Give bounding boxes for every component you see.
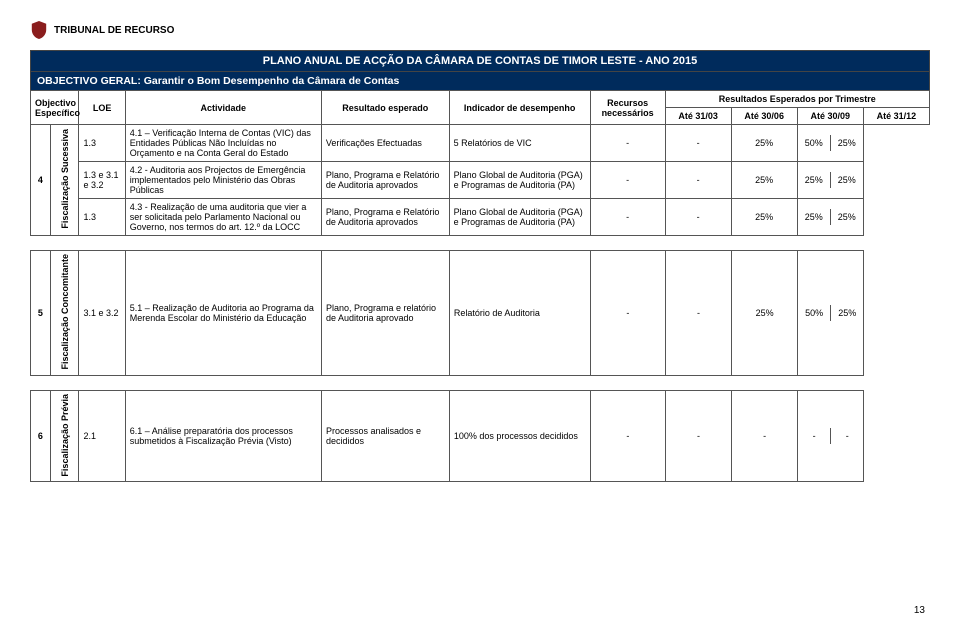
r42-q3: 25% [731, 162, 797, 199]
r6-ind: 100% dos processos decididos [449, 390, 590, 482]
mh-res: Resultado esperado [321, 91, 449, 125]
r41-act: 4.1 – Verificação Interna de Contas (VIC… [125, 125, 321, 162]
page-number: 13 [914, 605, 925, 616]
mh-q3: Até 30/09 [797, 108, 863, 125]
r6-q1: - [590, 390, 665, 482]
r5-q3: 25% [732, 251, 798, 376]
row4-vert: Fiscalização Sucessiva [50, 125, 79, 236]
r43-loe: 1.3 [79, 199, 125, 236]
r43-q3: 25% [731, 199, 797, 236]
mh-q4: Até 31/12 [863, 108, 929, 125]
r42-q4a: 25% [798, 172, 831, 188]
r6-res: Processos analisados e decididos [321, 390, 449, 482]
r41-q1: - [590, 125, 665, 162]
brand-name: TRIBUNAL DE RECURSO [54, 25, 174, 36]
r43-q4a: 25% [798, 209, 831, 225]
mh-act: Actividade [125, 91, 321, 125]
r41-q4a: 50% [798, 135, 831, 151]
logo-icon [30, 20, 48, 40]
mh-ind: Indicador de desempenho [449, 91, 590, 125]
table-row: 1.3 4.3 - Realização de uma auditoria qu… [31, 199, 930, 236]
r5-loe: 3.1 e 3.2 [79, 251, 125, 376]
group6-table: 6 Fiscalização Prévia 2.1 6.1 – Análise … [30, 390, 930, 483]
r41-ind: 5 Relatórios de VIC [449, 125, 590, 162]
r42-act: 4.2 - Auditoria aos Projectos de Emergên… [125, 162, 321, 199]
row5-num: 5 [31, 251, 51, 376]
r42-q2: - [665, 162, 731, 199]
page-header: TRIBUNAL DE RECURSO [30, 20, 930, 40]
table-row: 5 Fiscalização Concomitante 3.1 e 3.2 5.… [31, 251, 931, 376]
r43-q1: - [590, 199, 665, 236]
mh-rec: Recursos necessários [590, 91, 665, 125]
r5-q4a: 50% [798, 305, 831, 321]
r6-loe: 2.1 [79, 390, 125, 482]
r5-q2: - [665, 251, 731, 376]
r6-q4a: - [798, 428, 831, 444]
subtitle-bar: OBJECTIVO GERAL: Garantir o Bom Desempen… [30, 72, 930, 91]
r41-q2: - [665, 125, 731, 162]
r43-q4b: 25% [831, 209, 863, 225]
r43-act: 4.3 - Realização de uma auditoria que vi… [125, 199, 321, 236]
r5-q4b: 25% [831, 305, 863, 321]
table-row: 1.3 e 3.1 e 3.2 4.2 - Auditoria aos Proj… [31, 162, 930, 199]
r41-q4b: 25% [831, 135, 863, 151]
group5-table: 5 Fiscalização Concomitante 3.1 e 3.2 5.… [30, 250, 930, 376]
row6-num: 6 [31, 390, 51, 482]
r5-act: 5.1 – Realização de Auditoria ao Program… [125, 251, 321, 376]
r42-res: Plano, Programa e Relatório de Auditoria… [321, 162, 449, 199]
table-row: 6 Fiscalização Prévia 2.1 6.1 – Análise … [31, 390, 931, 482]
main-header: Objectivo Específico LOE Actividade Resu… [30, 90, 930, 236]
mh-loe: LOE [79, 91, 125, 125]
r41-res: Verificações Efectuadas [321, 125, 449, 162]
r6-q3: - [732, 390, 798, 482]
r42-q1: - [590, 162, 665, 199]
r6-q4b: - [831, 428, 863, 444]
row4-num: 4 [31, 125, 51, 236]
table-row: 4 Fiscalização Sucessiva 1.3 4.1 – Verif… [31, 125, 930, 162]
r43-res: Plano, Programa e Relatório de Auditoria… [321, 199, 449, 236]
mh-q2: Até 30/06 [731, 108, 797, 125]
r43-ind: Plano Global de Auditoria (PGA) e Progra… [449, 199, 590, 236]
r42-ind: Plano Global de Auditoria (PGA) e Progra… [449, 162, 590, 199]
row6-vert: Fiscalização Prévia [50, 390, 79, 482]
r5-res: Plano, Programa e relatório de Auditoria… [321, 251, 449, 376]
mh-obj: Objectivo Específico [31, 91, 79, 125]
r43-q2: - [665, 199, 731, 236]
title-bar: PLANO ANUAL DE ACÇÃO DA CÂMARA DE CONTAS… [30, 50, 930, 72]
r6-act: 6.1 – Análise preparatória dos processos… [125, 390, 321, 482]
r5-q1: - [590, 251, 665, 376]
mh-q1: Até 31/03 [665, 108, 731, 125]
r5-ind: Relatório de Auditoria [449, 251, 590, 376]
r41-q3: 25% [731, 125, 797, 162]
r42-loe: 1.3 e 3.1 e 3.2 [79, 162, 125, 199]
mh-trim: Resultados Esperados por Trimestre [665, 91, 929, 108]
r6-q2: - [665, 390, 731, 482]
r41-loe: 1.3 [79, 125, 125, 162]
row5-vert: Fiscalização Concomitante [50, 251, 79, 376]
r42-q4b: 25% [831, 172, 863, 188]
